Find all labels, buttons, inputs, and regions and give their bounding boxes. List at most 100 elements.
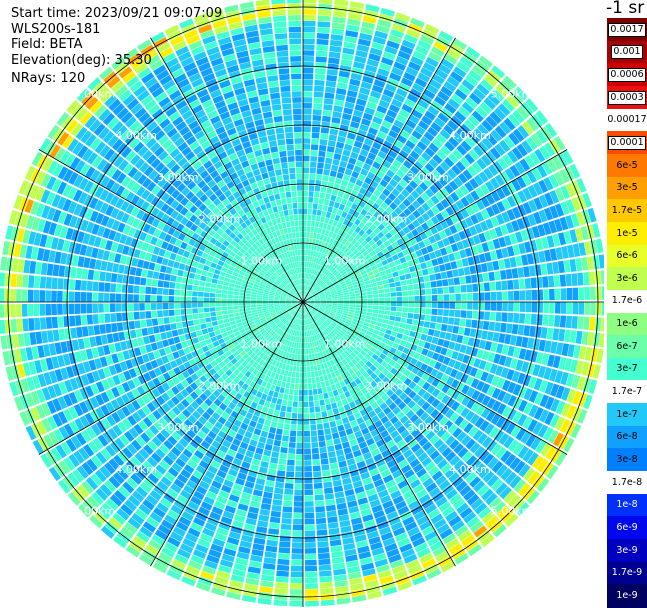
- radar-gate: [104, 303, 110, 312]
- radar-gate: [447, 325, 454, 333]
- radar-gate: [303, 97, 312, 103]
- radar-gate: [308, 389, 313, 395]
- radar-gate: [198, 297, 204, 302]
- radar-gate: [98, 282, 104, 291]
- radar-gate: [139, 295, 145, 302]
- radar-gate: [319, 447, 326, 453]
- radar-gate: [51, 291, 57, 302]
- radar-gate: [286, 406, 292, 412]
- radar-gate: [93, 314, 99, 324]
- radar-gate: [34, 304, 40, 316]
- radar-gate: [210, 298, 216, 302]
- radar-gate: [383, 315, 389, 320]
- radar-gate: [288, 9, 301, 15]
- radar-gate: [151, 311, 157, 318]
- radar-gate: [595, 317, 601, 331]
- radar-gate: [321, 458, 329, 464]
- radar-gate: [189, 326, 196, 332]
- radar-gate: [268, 299, 274, 301]
- radar-gate: [147, 270, 154, 278]
- radar-gate: [305, 331, 307, 337]
- radar-gate: [280, 530, 291, 536]
- radar-gate: [284, 489, 293, 495]
- radar-gate: [337, 136, 346, 143]
- radar-gate: [335, 147, 343, 154]
- radar-gate: [57, 304, 63, 315]
- radar-gate: [572, 316, 578, 329]
- radar-gate: [265, 159, 273, 166]
- radar-gate: [279, 453, 287, 459]
- radar-gate: [277, 470, 285, 476]
- radar-gate: [323, 482, 332, 489]
- radar-gate: [57, 278, 63, 289]
- radar-gate: [294, 390, 298, 396]
- radar-gate: [432, 302, 438, 308]
- radar-gate: [265, 444, 273, 451]
- radar-gate: [293, 513, 303, 519]
- radar-gate: [260, 28, 273, 35]
- radar-gate: [277, 51, 289, 57]
- radar-gate: [313, 109, 322, 115]
- radar-gate: [233, 299, 239, 302]
- radar-gate: [304, 425, 310, 431]
- radar-gate: [269, 427, 276, 434]
- radar-gate: [326, 440, 333, 447]
- radar-gate: [394, 322, 400, 327]
- radar-gate: [87, 281, 93, 291]
- radar-gate: [136, 329, 143, 337]
- radar-gate: [10, 289, 16, 302]
- radar-gate: [92, 304, 98, 314]
- radar-gate: [239, 302, 245, 305]
- radar-gate: [537, 314, 543, 325]
- radar-gate: [276, 218, 281, 224]
- radar-gate: [303, 0, 317, 3]
- radar-gate: [309, 185, 315, 191]
- radar-gate: [305, 525, 315, 531]
- radar-gate: [329, 528, 340, 535]
- radar-gate: [401, 318, 407, 324]
- radar-gate: [319, 576, 332, 582]
- radar-gate: [274, 212, 279, 218]
- radar-gate: [331, 427, 338, 434]
- radar-gate: [234, 313, 240, 317]
- radar-gate: [63, 279, 69, 290]
- radar-gate: [0, 288, 4, 302]
- radar-gate: [314, 483, 323, 489]
- radar-gate: [412, 319, 418, 325]
- radar-gate: [510, 335, 517, 345]
- radar-gate: [268, 433, 275, 440]
- radar-gate: [35, 332, 42, 345]
- radar-gate: [295, 348, 298, 354]
- radar-gate: [270, 146, 278, 153]
- radar-gate: [149, 335, 156, 343]
- radar-gate: [311, 144, 318, 150]
- radar-gate: [323, 205, 328, 211]
- radar-gate: [285, 216, 290, 222]
- radar-gate: [264, 419, 271, 426]
- radar-gate: [324, 217, 329, 223]
- radar-gate: [307, 226, 311, 232]
- radar-gate: [379, 302, 385, 306]
- radar-gate: [506, 323, 513, 333]
- radar-gate: [93, 282, 99, 292]
- radar-gate: [210, 312, 216, 317]
- radar-gate: [455, 310, 461, 317]
- radar-gate: [462, 336, 469, 345]
- radar-gate: [333, 568, 346, 575]
- radar-gate: [311, 436, 318, 442]
- radar-gate: [314, 489, 323, 495]
- radar-gate: [332, 304, 338, 306]
- radar-gate: [265, 480, 274, 487]
- radar-gate: [287, 377, 291, 383]
- radar-gate: [327, 511, 337, 518]
- radar-gate: [202, 329, 209, 335]
- radar-gate: [64, 266, 71, 277]
- radar-gate: [128, 285, 134, 293]
- radar-gate: [174, 296, 180, 302]
- radar-gate: [41, 263, 48, 275]
- radar-gate: [304, 484, 312, 490]
- radar-gate: [306, 232, 309, 238]
- radar-gate: [566, 316, 572, 328]
- radar-gate: [332, 159, 340, 166]
- radar-gate: [272, 10, 285, 17]
